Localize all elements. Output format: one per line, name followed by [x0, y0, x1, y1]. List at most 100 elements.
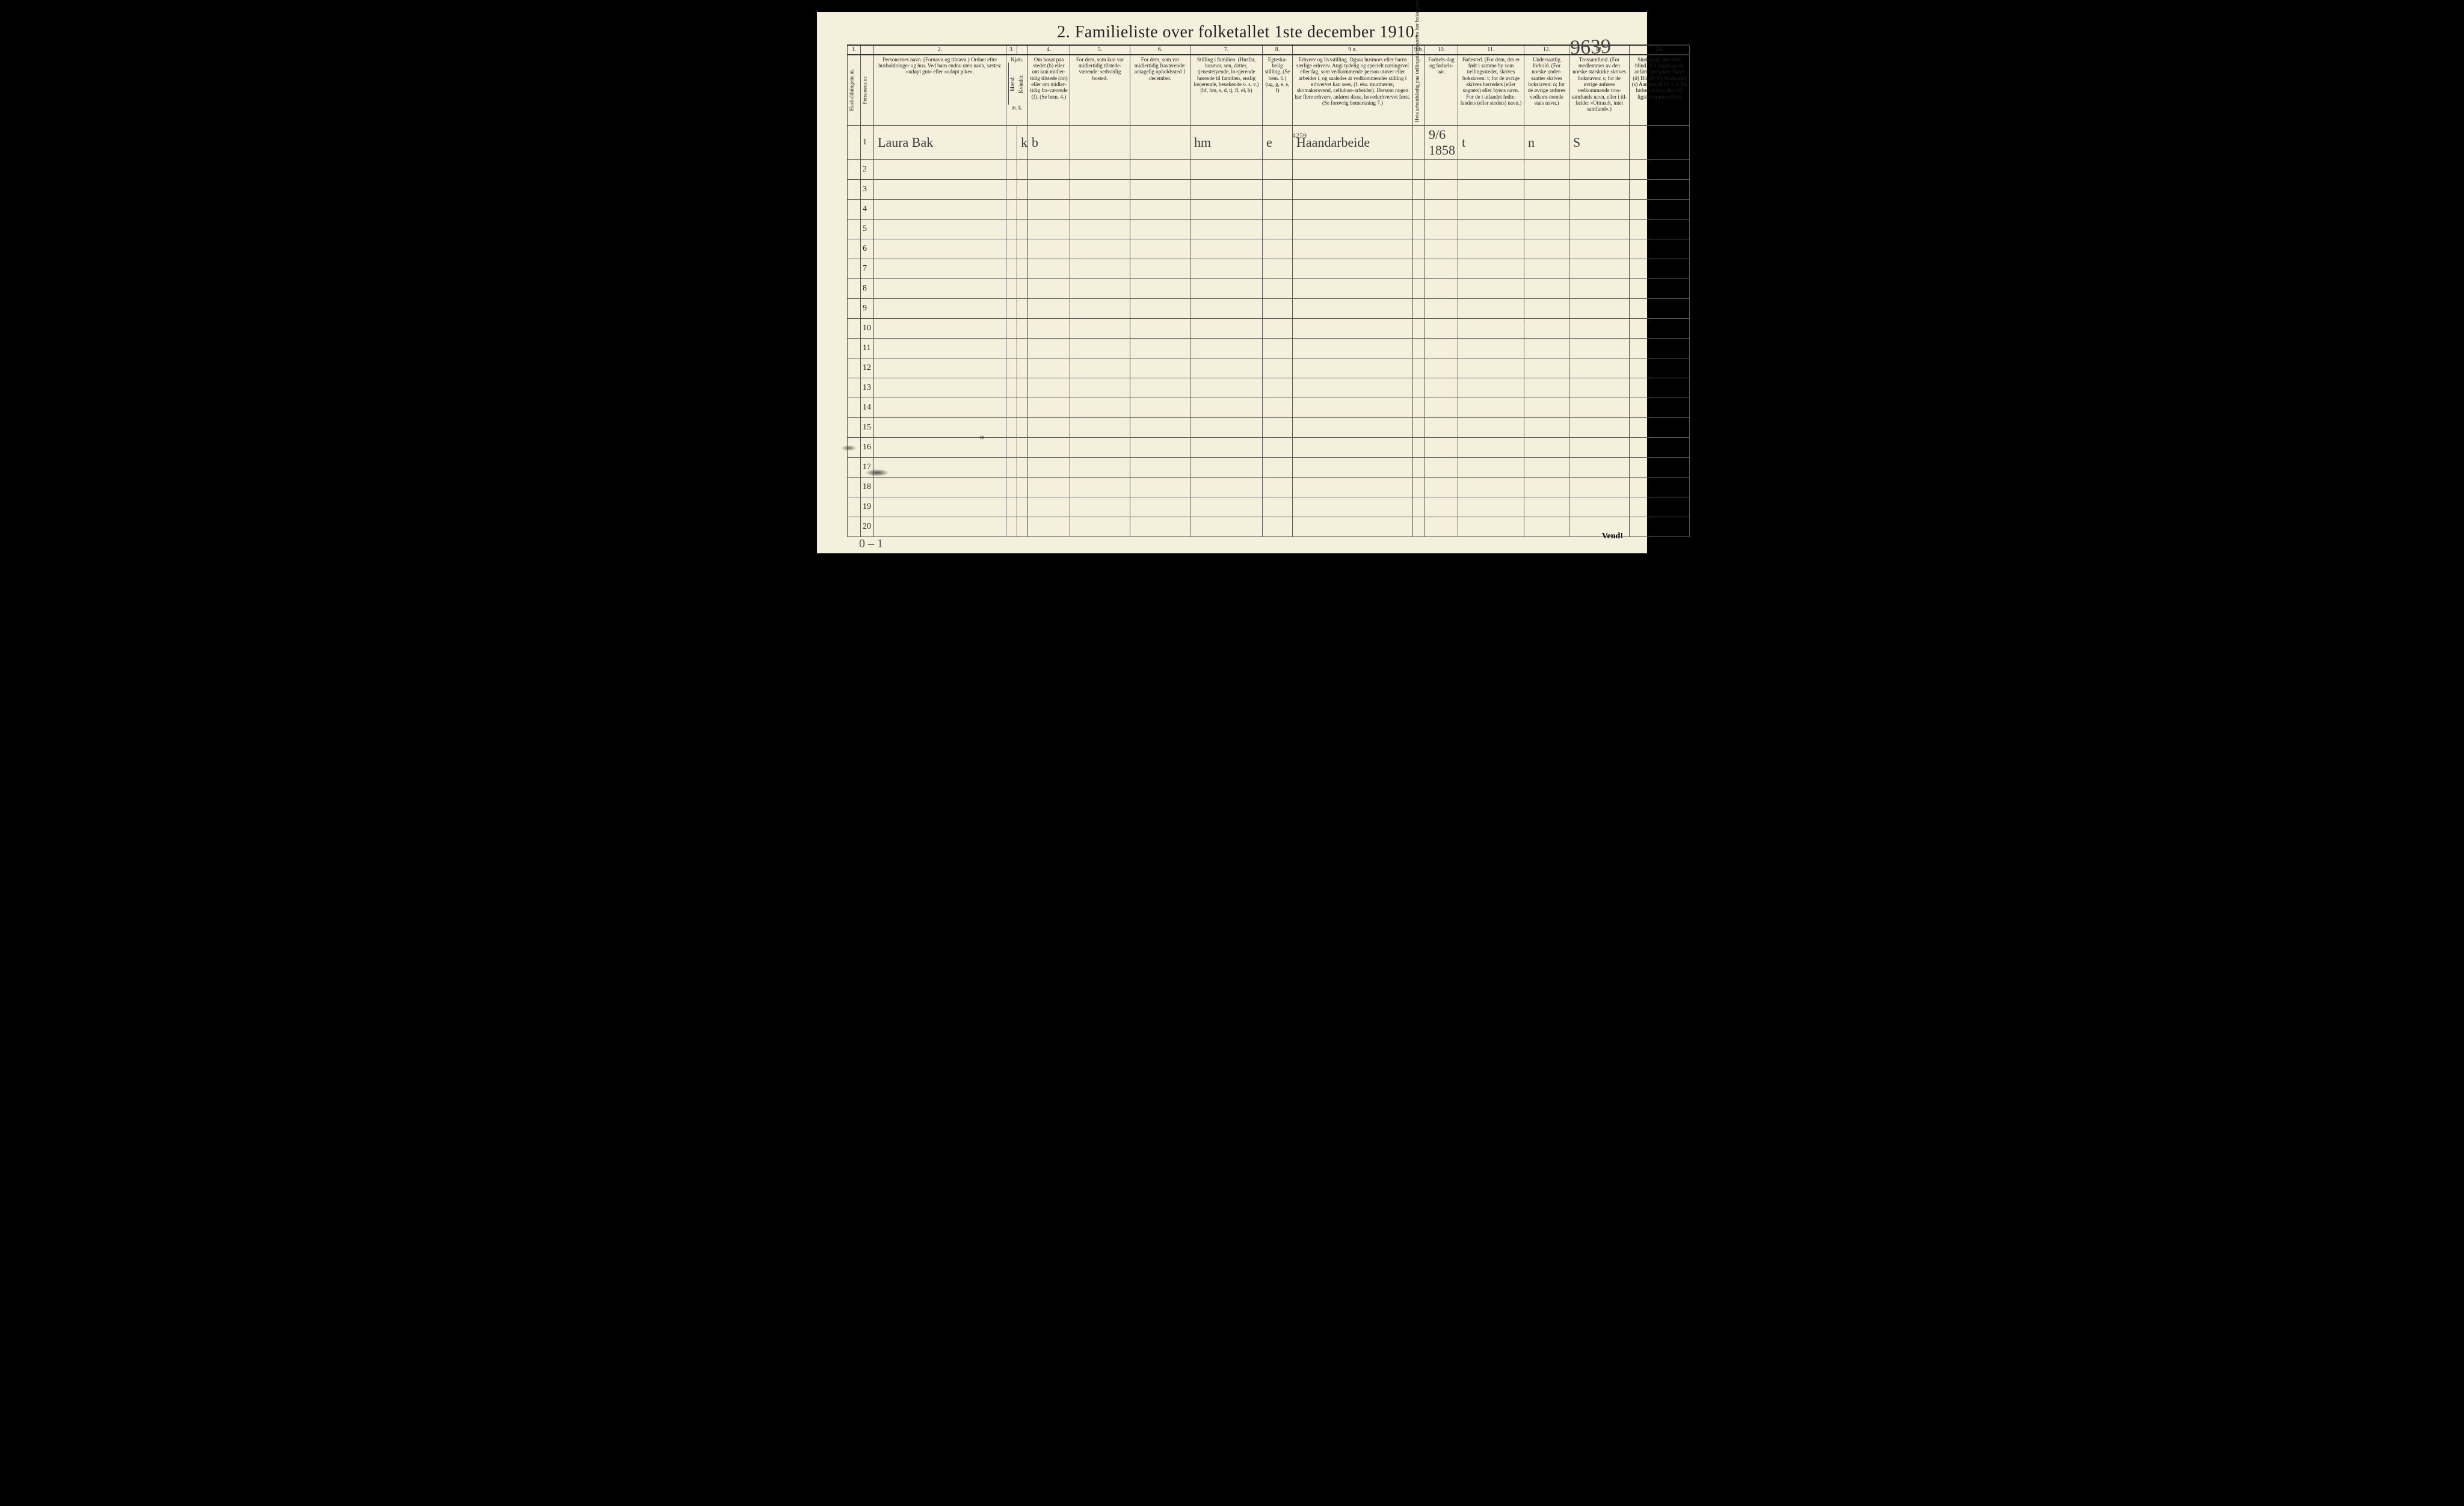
col-sindssvak: Sindssvak, døv eller blind. Var nogen av… — [1630, 55, 1690, 126]
table-cell — [1425, 219, 1458, 239]
table-cell — [1293, 219, 1413, 239]
table-cell — [1006, 159, 1017, 179]
table-cell — [1028, 437, 1070, 457]
col-number: 14. — [1630, 45, 1690, 55]
table-cell — [1028, 278, 1070, 298]
table-cell — [1263, 378, 1293, 398]
table-cell — [874, 278, 1006, 298]
table-cell — [1293, 417, 1413, 437]
table-cell — [1524, 199, 1569, 219]
table-cell: k — [1017, 125, 1028, 159]
table-cell — [1130, 219, 1190, 239]
col-number — [1017, 45, 1028, 55]
table-cell — [1569, 298, 1630, 318]
table-cell: e — [1263, 125, 1293, 159]
table-cell — [1524, 497, 1569, 517]
table-cell — [1006, 125, 1017, 159]
table-cell — [1190, 358, 1263, 378]
table-cell — [1006, 219, 1017, 239]
table-cell — [1006, 298, 1017, 318]
table-cell — [848, 199, 861, 219]
col-number: 11. — [1458, 45, 1524, 55]
table-cell — [1130, 179, 1190, 199]
col-number — [861, 45, 874, 55]
table-cell — [1524, 318, 1569, 338]
table-cell — [1413, 199, 1425, 219]
table-cell — [1293, 378, 1413, 398]
table-cell — [1630, 298, 1690, 318]
census-table: 1.2.3.4.5.6.7.8.9 a.9 b.10.11.12.13.14. … — [847, 45, 1690, 537]
col-arbeidsledig: Hvis arbeidsledig paa tællingstiden sætt… — [1413, 55, 1425, 126]
table-cell — [1017, 318, 1028, 338]
table-cell — [1458, 318, 1524, 338]
table-cell — [874, 298, 1006, 318]
table-cell — [1458, 378, 1524, 398]
table-cell — [1569, 179, 1630, 199]
table-cell — [848, 179, 861, 199]
table-cell: 2 — [861, 159, 874, 179]
table-cell — [1413, 497, 1425, 517]
table-cell — [1130, 378, 1190, 398]
table-cell — [1293, 318, 1413, 338]
table-cell — [1070, 517, 1130, 536]
table-cell — [1006, 179, 1017, 199]
table-cell — [1263, 278, 1293, 298]
table-cell — [1293, 358, 1413, 378]
col-erhverv: Erhverv og livsstilling. Ogsaa husmors e… — [1293, 55, 1413, 126]
table-cell — [874, 259, 1006, 278]
table-cell — [1006, 259, 1017, 278]
table-cell — [1413, 378, 1425, 398]
table-cell — [1263, 457, 1293, 477]
table-cell — [1458, 338, 1524, 358]
col-egteskab: Egteska-belig stilling. (Se bem. 6.) (ug… — [1263, 55, 1293, 126]
table-cell — [1569, 278, 1630, 298]
occupation-annotation: 4259 — [1292, 131, 1307, 140]
table-cell — [1293, 437, 1413, 457]
table-row: 14 — [848, 398, 1690, 417]
table-cell — [1006, 398, 1017, 417]
table-cell — [1028, 318, 1070, 338]
table-cell — [1070, 398, 1130, 417]
table-row: 6 — [848, 239, 1690, 259]
table-cell — [1070, 417, 1130, 437]
col-midl-tilstede: For dem, som kun var midlertidig tilsted… — [1070, 55, 1130, 126]
table-cell — [874, 358, 1006, 378]
table-cell — [1413, 517, 1425, 536]
table-cell — [1630, 378, 1690, 398]
table-cell — [848, 125, 861, 159]
table-cell — [1130, 497, 1190, 517]
bottom-tally: 0 – 1 — [847, 537, 1629, 551]
table-cell — [1263, 199, 1293, 219]
table-cell — [1070, 497, 1130, 517]
table-cell — [1458, 259, 1524, 278]
table-cell — [1190, 497, 1263, 517]
table-cell — [1413, 338, 1425, 358]
table-cell — [1524, 358, 1569, 378]
table-cell — [1293, 457, 1413, 477]
table-cell: 15 — [861, 417, 874, 437]
table-row: 1Laura BakkbhmeHaandarbeide9/6 1858tnS — [848, 125, 1690, 159]
table-cell — [1017, 477, 1028, 497]
table-cell: 9 — [861, 298, 874, 318]
table-cell — [874, 219, 1006, 239]
table-cell — [1130, 259, 1190, 278]
table-row: 18 — [848, 477, 1690, 497]
table-cell — [848, 457, 861, 477]
col-navn: Personernes navn. (Fornavn og tilnavn.) … — [874, 55, 1006, 126]
table-cell — [1017, 199, 1028, 219]
table-cell — [1070, 159, 1130, 179]
col-trossamfund: Trossamfund. (For medlemmer av den norsk… — [1569, 55, 1630, 126]
table-cell — [1293, 517, 1413, 536]
table-cell — [1070, 318, 1130, 338]
table-cell — [1293, 199, 1413, 219]
table-cell — [1425, 378, 1458, 398]
table-cell — [848, 358, 861, 378]
col-number: 4. — [1028, 45, 1070, 55]
table-cell — [1293, 497, 1413, 517]
table-cell — [874, 159, 1006, 179]
table-row: 7 — [848, 259, 1690, 278]
table-cell — [1028, 417, 1070, 437]
table-cell: 4 — [861, 199, 874, 219]
table-cell: 6 — [861, 239, 874, 259]
table-cell — [1630, 159, 1690, 179]
